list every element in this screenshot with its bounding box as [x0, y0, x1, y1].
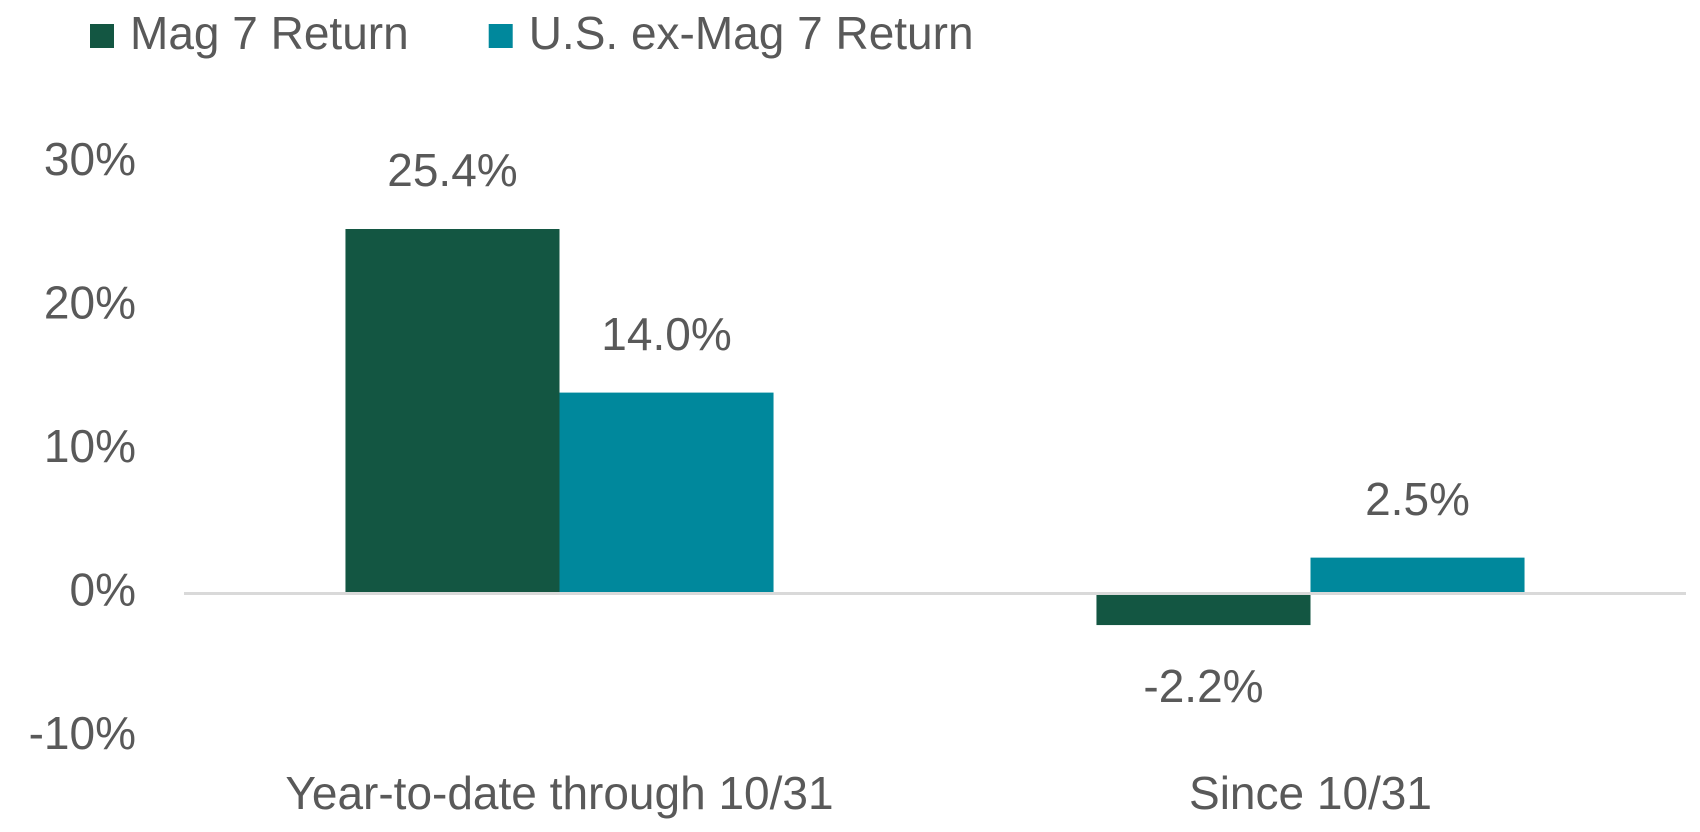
legend-swatch	[90, 24, 114, 48]
bar	[1310, 557, 1525, 594]
legend-label: U.S. ex-Mag 7 Return	[529, 7, 974, 59]
value-label: -2.2%	[1143, 660, 1263, 712]
legend-swatch	[488, 24, 513, 48]
y-tick-label: -10%	[29, 707, 136, 759]
x-tick-label: Since 10/31	[1189, 767, 1432, 819]
y-tick-label: 0%	[70, 564, 136, 616]
value-label: 25.4%	[387, 144, 517, 196]
bar	[559, 392, 774, 594]
bar	[345, 229, 560, 594]
x-tick-label: Year-to-date through 10/31	[285, 767, 833, 819]
y-tick-label: 10%	[44, 420, 136, 472]
y-tick-label: 20%	[44, 277, 136, 329]
value-label: 2.5%	[1365, 473, 1470, 525]
legend-label: Mag 7 Return	[130, 7, 409, 59]
y-tick-label: 30%	[44, 133, 136, 185]
bar	[1096, 593, 1311, 626]
value-label: 14.0%	[601, 308, 731, 360]
